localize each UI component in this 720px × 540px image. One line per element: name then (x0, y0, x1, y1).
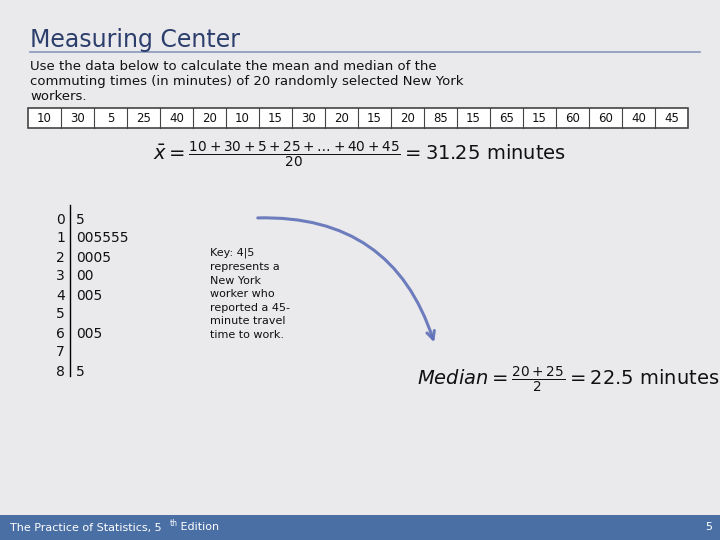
Text: $\bar{x} = \frac{10+30+5+25+\ldots+40+45}{20} = 31.25\ \mathrm{minutes}$: $\bar{x} = \frac{10+30+5+25+\ldots+40+45… (153, 140, 567, 170)
Text: 5: 5 (107, 111, 114, 125)
Text: 5: 5 (76, 364, 85, 379)
Text: Key: 4|5
represents a
New York
worker who
reported a 45-
minute travel
time to w: Key: 4|5 represents a New York worker wh… (210, 248, 290, 340)
Text: 15: 15 (268, 111, 283, 125)
Text: 60: 60 (598, 111, 613, 125)
Text: 30: 30 (70, 111, 85, 125)
Text: 1: 1 (56, 232, 65, 246)
Text: 4: 4 (56, 288, 65, 302)
Text: 5: 5 (76, 213, 85, 226)
Text: 10: 10 (37, 111, 52, 125)
Text: 45: 45 (664, 111, 679, 125)
Text: 15: 15 (466, 111, 481, 125)
Text: 20: 20 (334, 111, 349, 125)
Text: 10: 10 (235, 111, 250, 125)
FancyArrowPatch shape (258, 218, 434, 339)
Text: 8: 8 (56, 364, 65, 379)
Text: 005555: 005555 (76, 232, 128, 246)
Bar (0, 515, 720, 540)
Text: 60: 60 (565, 111, 580, 125)
Text: Edition: Edition (177, 523, 219, 532)
Text: 3: 3 (56, 269, 65, 284)
Text: 15: 15 (367, 111, 382, 125)
Text: 40: 40 (169, 111, 184, 125)
Text: 7: 7 (56, 346, 65, 360)
Text: 85: 85 (433, 111, 448, 125)
Text: 20: 20 (400, 111, 415, 125)
Text: Measuring Center: Measuring Center (30, 28, 240, 52)
Text: 6: 6 (56, 327, 65, 341)
Text: 15: 15 (532, 111, 547, 125)
Text: 40: 40 (631, 111, 646, 125)
Text: 00: 00 (76, 269, 94, 284)
Text: $\mathit{Median} = \frac{20+25}{2} = 22.5\ \mathrm{minutes}$: $\mathit{Median} = \frac{20+25}{2} = 22.… (417, 365, 719, 395)
Text: 0: 0 (56, 213, 65, 226)
Bar (28, 108, 688, 128)
Text: 005: 005 (76, 327, 102, 341)
Text: 20: 20 (202, 111, 217, 125)
Text: 30: 30 (301, 111, 316, 125)
Text: 2: 2 (56, 251, 65, 265)
Text: Use the data below to calculate the mean and median of the: Use the data below to calculate the mean… (30, 60, 436, 73)
Text: 25: 25 (136, 111, 151, 125)
Text: th: th (170, 519, 178, 528)
Text: workers.: workers. (30, 90, 86, 103)
Text: 5: 5 (705, 523, 712, 532)
Text: The Practice of Statistics, 5: The Practice of Statistics, 5 (10, 523, 161, 532)
Text: 65: 65 (499, 111, 514, 125)
Text: 005: 005 (76, 288, 102, 302)
Text: 0005: 0005 (76, 251, 111, 265)
Text: commuting times (in minutes) of 20 randomly selected New York: commuting times (in minutes) of 20 rando… (30, 75, 464, 88)
Text: 5: 5 (56, 307, 65, 321)
